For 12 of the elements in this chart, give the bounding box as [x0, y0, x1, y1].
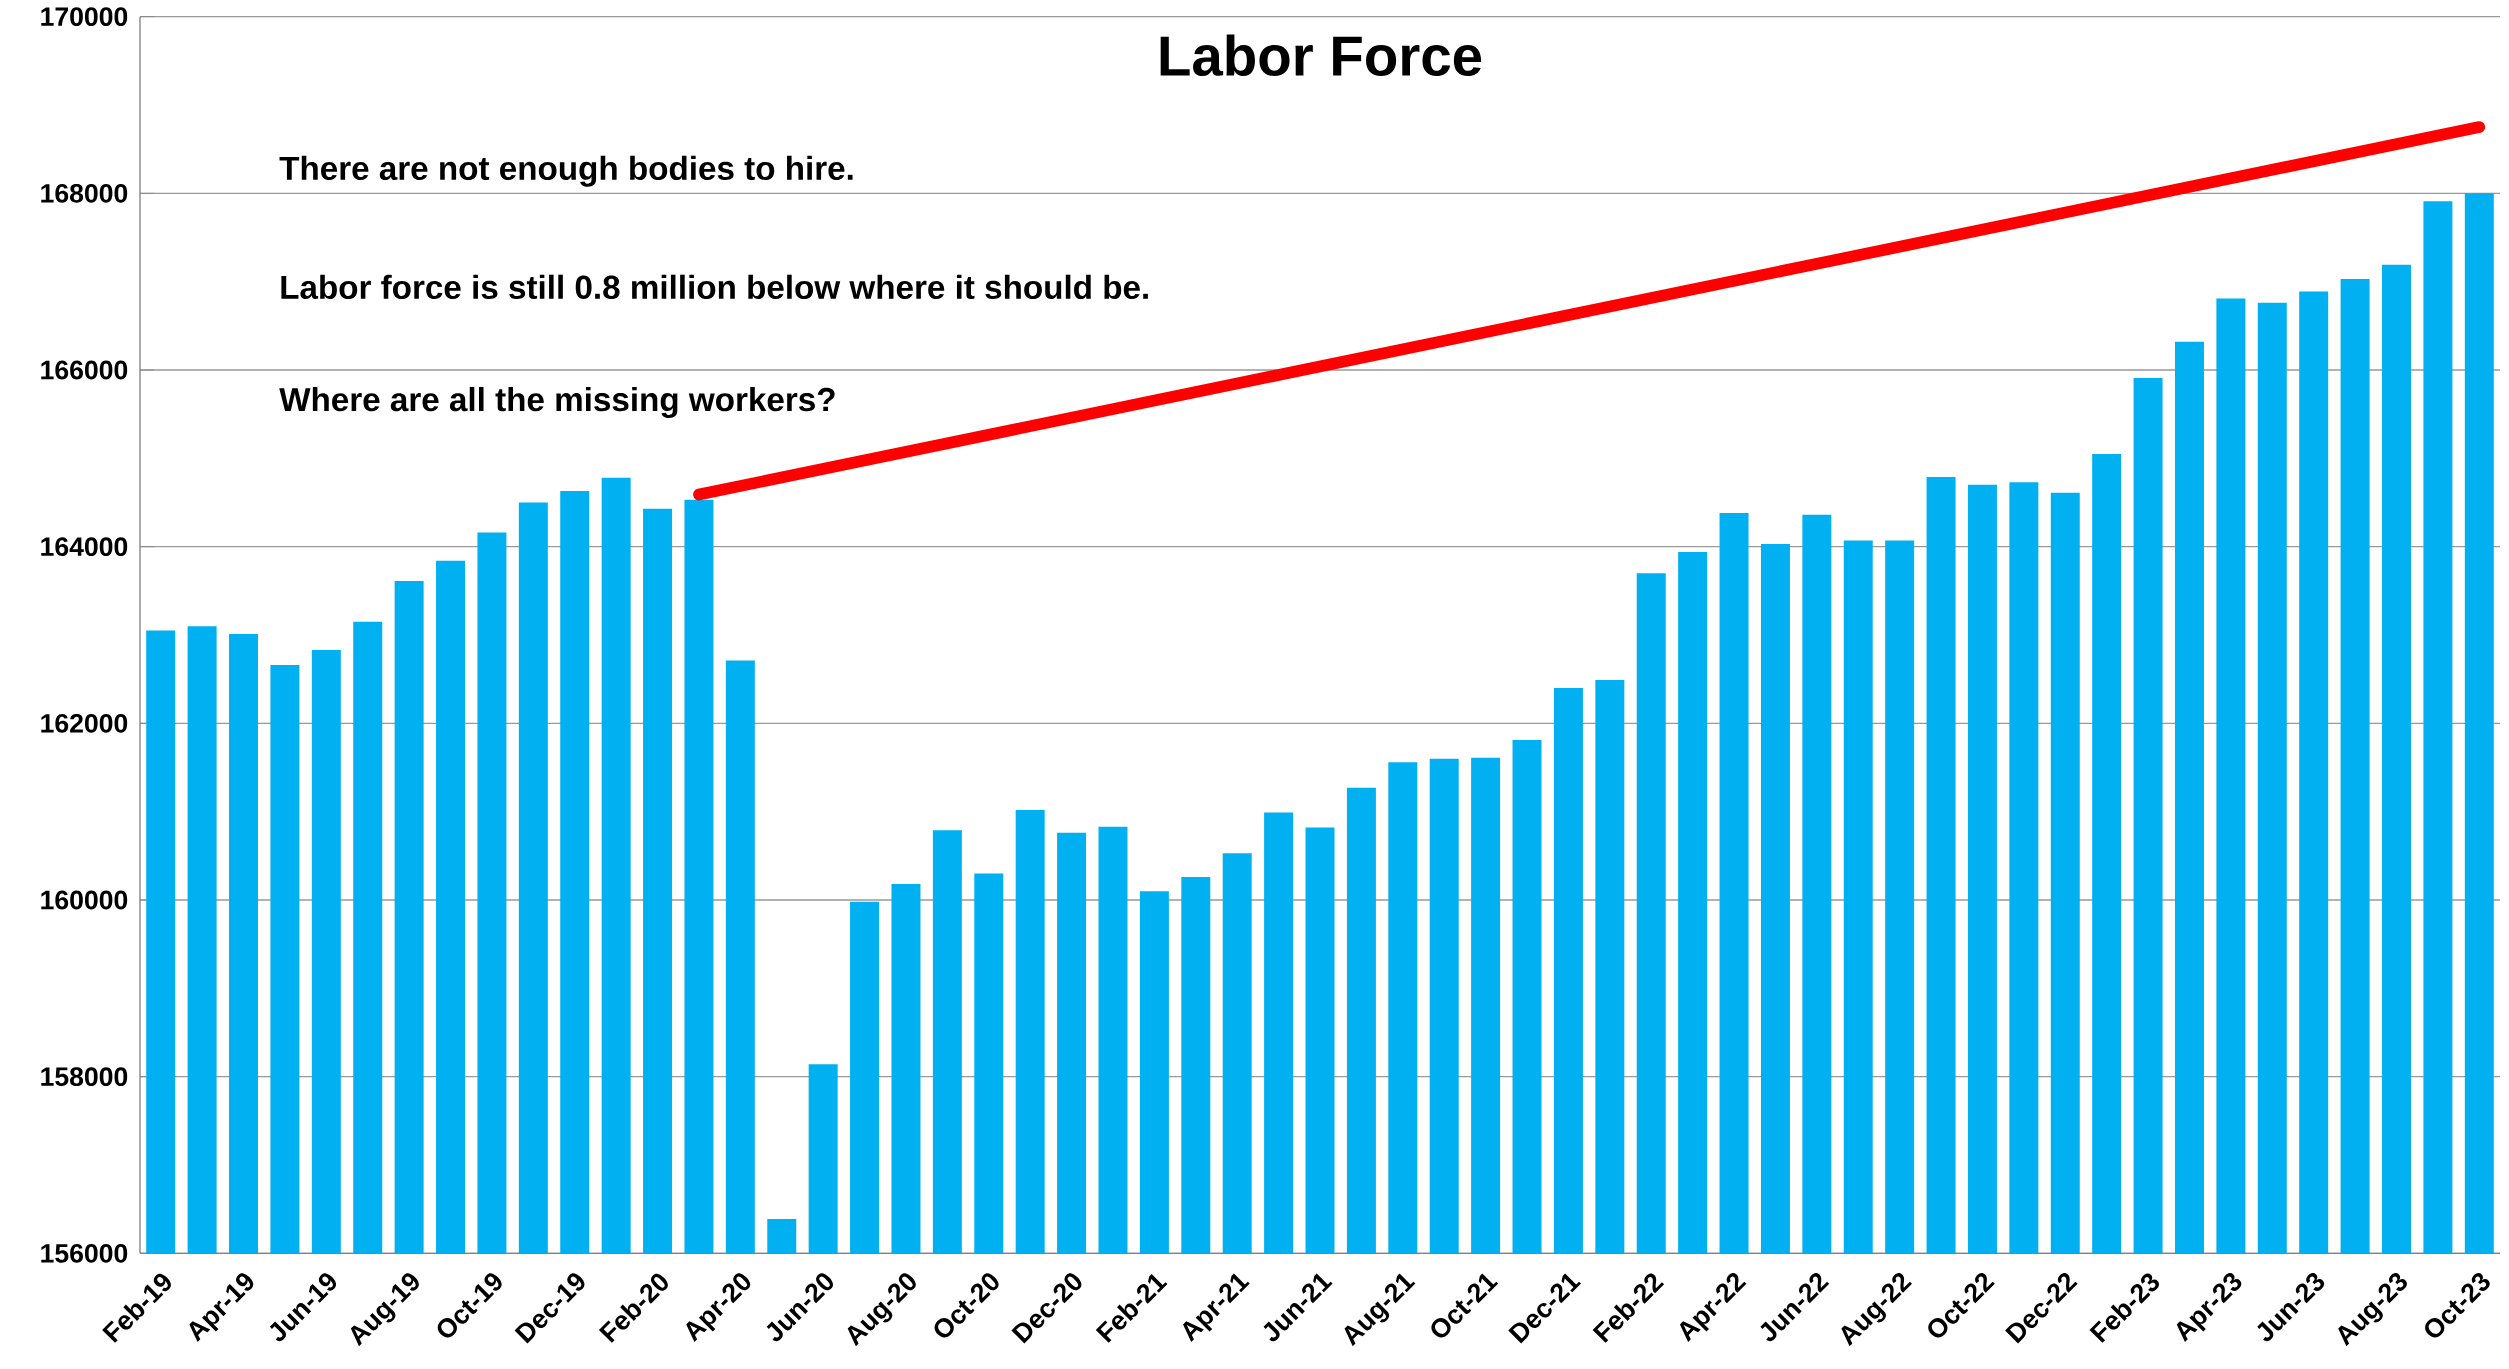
y-tick-label: 170000 — [41, 7, 128, 27]
y-tick-label: 156000 — [41, 1243, 128, 1263]
y-tick-label: 162000 — [41, 713, 128, 733]
y-tick-label: 160000 — [41, 890, 128, 910]
y-tick-label: 164000 — [41, 537, 128, 557]
annotation: Labor force is still 0.8 million below where it should be. — [281, 274, 1148, 300]
annotation: Where are all the missing workers? — [279, 386, 835, 419]
y-tick-label: 168000 — [41, 183, 128, 203]
y-tick-label: 166000 — [41, 360, 128, 380]
chart-title: Labor Force — [1160, 34, 1482, 77]
y-tick-label: 158000 — [41, 1067, 128, 1087]
annotation: There are not enough bodies to hire. — [279, 155, 853, 187]
